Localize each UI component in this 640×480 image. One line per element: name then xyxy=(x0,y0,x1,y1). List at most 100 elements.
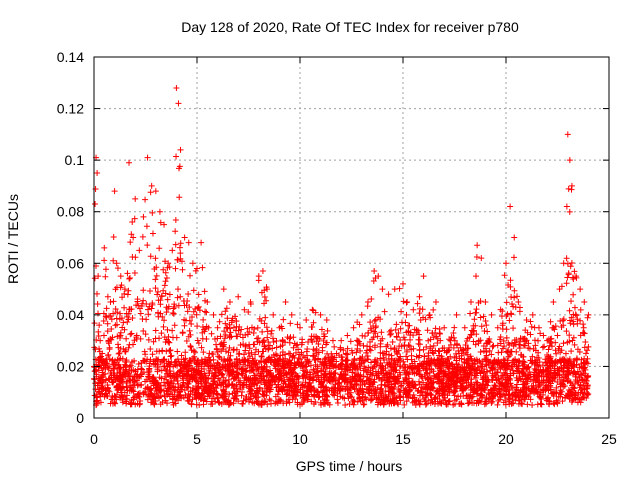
roti-sample xyxy=(459,380,466,387)
roti-sample xyxy=(207,362,214,369)
roti-sample xyxy=(339,356,346,363)
roti-sample xyxy=(226,344,233,351)
roti-sample xyxy=(401,401,408,408)
roti-sample xyxy=(416,381,423,388)
roti-sample xyxy=(423,381,430,388)
roti-sample xyxy=(480,380,487,387)
roti-sample xyxy=(468,356,475,363)
roti-sample xyxy=(170,370,177,377)
roti-sample xyxy=(446,346,453,353)
data-point xyxy=(95,273,102,280)
roti-sample xyxy=(423,400,430,407)
roti-sample xyxy=(537,394,544,401)
roti-sample xyxy=(147,189,154,196)
roti-sample xyxy=(489,359,496,366)
roti-sample xyxy=(443,380,450,387)
roti-sample xyxy=(253,388,260,395)
roti-sample xyxy=(154,368,161,375)
roti-sample xyxy=(378,396,385,403)
roti-sample xyxy=(438,356,445,363)
roti-sample xyxy=(183,363,190,370)
roti-sample xyxy=(202,358,209,365)
roti-sample xyxy=(161,356,168,363)
roti-sample xyxy=(259,387,266,394)
roti-sample xyxy=(393,395,400,402)
roti-sample xyxy=(224,315,231,322)
roti-sample xyxy=(270,376,277,383)
roti-sample xyxy=(157,219,164,226)
roti-sample xyxy=(111,399,118,406)
roti-sample xyxy=(477,314,484,321)
roti-sample xyxy=(275,388,282,395)
roti-sample xyxy=(125,310,132,317)
roti-sample xyxy=(165,338,172,345)
roti-sample xyxy=(330,373,337,380)
roti-sample xyxy=(429,349,436,356)
roti-sample xyxy=(527,371,534,378)
roti-sample xyxy=(364,352,371,359)
roti-sample xyxy=(152,255,159,262)
data-point xyxy=(447,337,454,344)
roti-sample xyxy=(109,357,116,364)
data-point xyxy=(161,221,168,228)
roti-sample xyxy=(303,392,310,399)
roti-sample xyxy=(217,382,224,389)
roti-sample xyxy=(110,298,117,305)
roti-sample xyxy=(129,254,136,261)
roti-sample xyxy=(444,356,451,363)
roti-sample xyxy=(578,395,585,402)
roti-sample xyxy=(293,342,300,349)
roti-sample xyxy=(533,377,540,384)
roti-sample xyxy=(567,391,574,398)
roti-sample xyxy=(284,386,291,393)
roti-sample xyxy=(321,393,328,400)
roti-sample xyxy=(147,399,154,406)
roti-sample xyxy=(208,330,215,337)
roti-sample xyxy=(400,334,407,341)
roti-sample xyxy=(252,351,259,358)
roti-sample xyxy=(569,363,576,370)
roti-sample xyxy=(187,343,194,350)
roti-sample xyxy=(200,349,207,356)
roti-sample xyxy=(409,381,416,388)
roti-sample xyxy=(100,332,107,339)
roti-sample xyxy=(584,391,591,398)
roti-sample xyxy=(266,378,273,385)
roti-sample xyxy=(202,374,209,381)
roti-sample xyxy=(565,386,572,393)
data-point xyxy=(189,260,196,267)
roti-sample xyxy=(254,364,261,371)
roti-sample xyxy=(114,341,121,348)
roti-sample xyxy=(260,368,267,375)
roti-sample xyxy=(240,357,247,364)
roti-sample xyxy=(309,377,316,384)
roti-sample xyxy=(282,355,289,362)
roti-sample xyxy=(513,381,520,388)
roti-sample xyxy=(233,362,240,369)
roti-sample xyxy=(260,358,267,365)
roti-sample xyxy=(416,346,423,353)
roti-sample xyxy=(580,382,587,389)
roti-sample xyxy=(228,363,235,370)
roti-sample xyxy=(223,383,230,390)
roti-sample xyxy=(240,397,247,404)
roti-sample xyxy=(160,266,167,273)
roti-sample xyxy=(246,328,253,335)
roti-sample xyxy=(155,297,162,304)
roti-sample xyxy=(100,310,107,317)
roti-sample xyxy=(570,275,577,282)
roti-sample xyxy=(163,388,170,395)
data-point xyxy=(568,182,575,189)
roti-sample xyxy=(133,377,140,384)
roti-sample xyxy=(464,351,471,358)
roti-sample xyxy=(490,385,497,392)
roti-sample xyxy=(109,334,116,341)
roti-sample xyxy=(359,388,366,395)
roti-sample xyxy=(195,340,202,347)
roti-sample xyxy=(179,266,186,273)
roti-sample xyxy=(567,317,574,324)
data-point xyxy=(144,154,151,161)
roti-sample xyxy=(111,366,118,373)
data-point xyxy=(511,234,518,241)
roti-sample xyxy=(152,285,159,292)
